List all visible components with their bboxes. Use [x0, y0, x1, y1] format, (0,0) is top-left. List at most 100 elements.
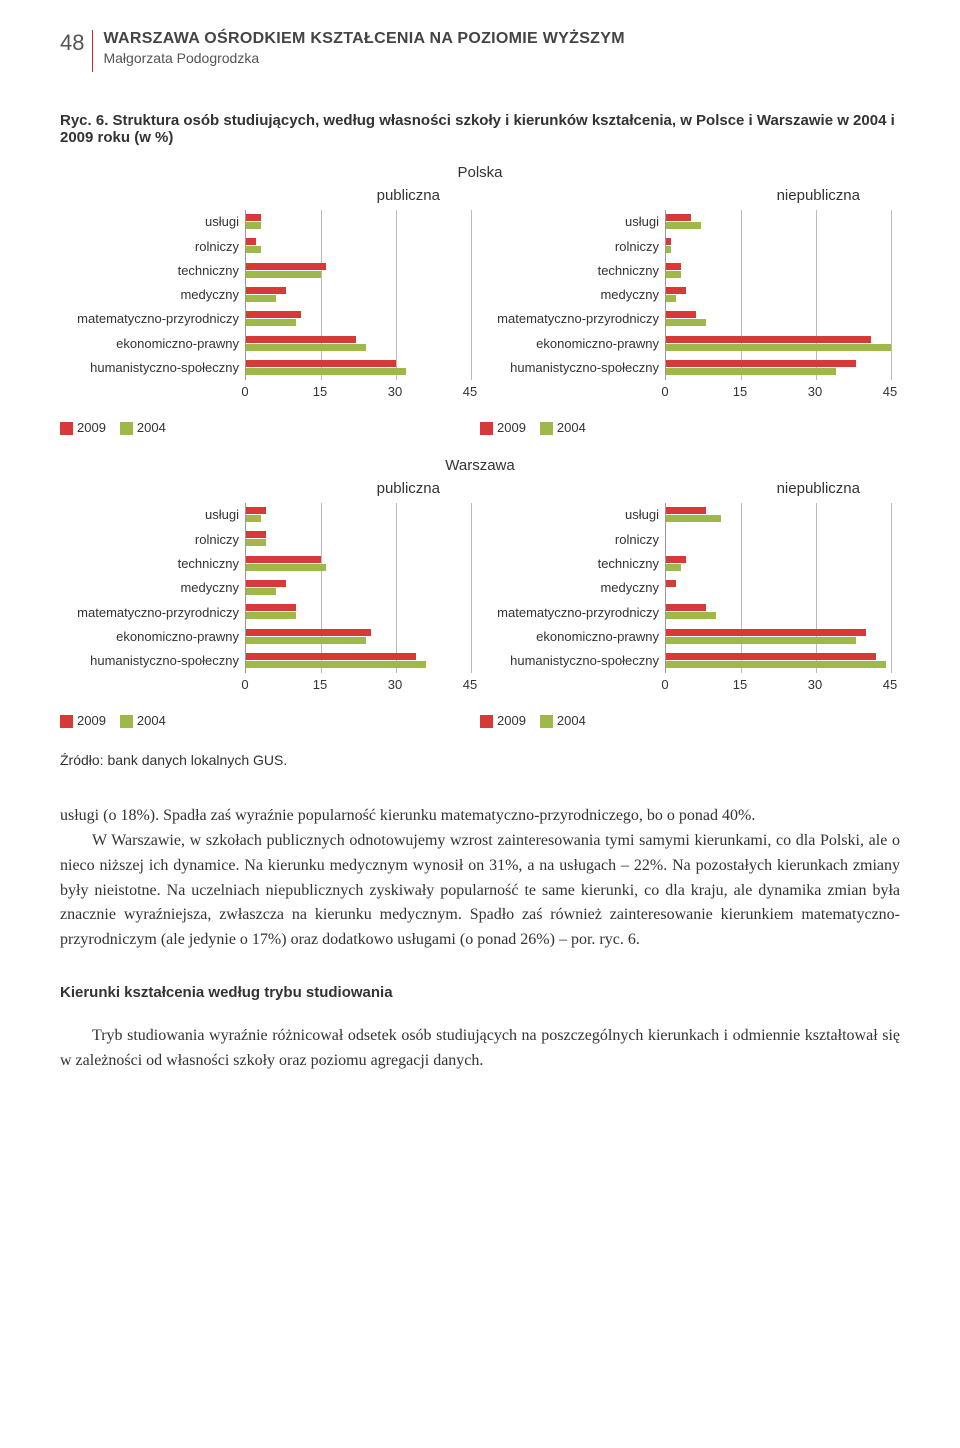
bar-2004 — [666, 319, 706, 326]
bar-2009 — [246, 629, 371, 636]
x-tick-label: 45 — [883, 384, 897, 399]
category-label: usługi — [480, 215, 659, 229]
bar-2004 — [246, 246, 261, 253]
legend-label: 2009 — [77, 713, 106, 728]
legend: 2009 2004 — [60, 713, 480, 728]
legend-swatch-2009 — [480, 715, 493, 728]
chart-title: niepubliczna — [480, 480, 900, 497]
legend-label: 2004 — [137, 420, 166, 435]
category-label: rolniczy — [480, 533, 659, 547]
bar-2004 — [666, 222, 701, 229]
legend-swatch-2009 — [60, 715, 73, 728]
bar-2004 — [246, 637, 366, 644]
bar-2009 — [246, 604, 296, 611]
bar-2004 — [666, 344, 891, 351]
legend-label: 2009 — [497, 420, 526, 435]
category-label: humanistyczno-społeczny — [60, 361, 239, 375]
bar-2004 — [246, 319, 296, 326]
legend: 2009 2004 — [480, 420, 900, 435]
author: Małgorzata Podogrodzka — [103, 50, 624, 66]
legend-swatch-2009 — [480, 422, 493, 435]
category-label: rolniczy — [60, 533, 239, 547]
bar-2009 — [246, 336, 356, 343]
chart-plot — [665, 503, 900, 673]
category-label: humanistyczno-społeczny — [480, 654, 659, 668]
header-divider — [92, 30, 93, 72]
bar-2009 — [666, 238, 671, 245]
bar-2004 — [666, 271, 681, 278]
bar-2009 — [666, 556, 686, 563]
category-label: matematyczno-przyrodniczy — [480, 312, 659, 326]
bar-2004 — [246, 612, 296, 619]
bar-2009 — [666, 336, 871, 343]
bar-2009 — [246, 653, 416, 660]
region-label-warszawa: Warszawa — [60, 457, 900, 474]
legend-swatch-2004 — [120, 422, 133, 435]
x-tick-label: 0 — [661, 384, 668, 399]
category-label: techniczny — [480, 264, 659, 278]
x-tick-label: 15 — [313, 677, 327, 692]
header-texts: WARSZAWA OŚRODKIEM KSZTAŁCENIA NA POZIOM… — [103, 30, 624, 66]
legend: 2009 2004 — [480, 713, 900, 728]
category-label: medyczny — [480, 288, 659, 302]
bar-2009 — [666, 311, 696, 318]
x-tick-label: 15 — [733, 677, 747, 692]
category-label: usługi — [60, 215, 239, 229]
bar-2004 — [666, 637, 856, 644]
bar-2004 — [666, 564, 681, 571]
legend-label: 2009 — [497, 713, 526, 728]
figure-heading: Ryc. 6. Struktura osób studiujących, wed… — [60, 112, 900, 146]
category-label: matematyczno-przyrodniczy — [60, 312, 239, 326]
bar-2009 — [666, 214, 691, 221]
bar-2009 — [666, 263, 681, 270]
figure-block: Polska publiczna usługirolniczytechniczn… — [60, 164, 900, 728]
chart-warszawa-niepubliczna: niepubliczna usługirolniczytechnicznymed… — [480, 480, 900, 728]
charts-row-polska: publiczna usługirolniczytechnicznymedycz… — [60, 187, 900, 435]
bar-2009 — [666, 507, 706, 514]
bar-2009 — [666, 580, 676, 587]
bar-2004 — [246, 222, 261, 229]
bar-2004 — [246, 344, 366, 351]
bar-2004 — [246, 564, 326, 571]
bar-2009 — [246, 214, 261, 221]
legend-label: 2004 — [137, 713, 166, 728]
category-label: rolniczy — [480, 240, 659, 254]
chart-title: niepubliczna — [480, 187, 900, 204]
legend-label: 2004 — [557, 713, 586, 728]
region-label-polska: Polska — [60, 164, 900, 181]
bar-2004 — [666, 612, 716, 619]
bar-2004 — [246, 539, 266, 546]
bar-2009 — [666, 360, 856, 367]
bar-2004 — [246, 515, 261, 522]
bar-2004 — [666, 246, 671, 253]
article-title: WARSZAWA OŚRODKIEM KSZTAŁCENIA NA POZIOM… — [103, 30, 624, 48]
category-label: techniczny — [480, 557, 659, 571]
category-label: medyczny — [60, 288, 239, 302]
x-tick-label: 45 — [463, 677, 477, 692]
paragraph: W Warszawie, w szkołach publicznych odno… — [60, 829, 900, 953]
charts-row-warszawa: publiczna usługirolniczytechnicznymedycz… — [60, 480, 900, 728]
bar-2009 — [246, 287, 286, 294]
x-tick-label: 15 — [313, 384, 327, 399]
x-tick-label: 30 — [808, 384, 822, 399]
bar-2009 — [666, 629, 866, 636]
chart-plot — [245, 210, 480, 380]
legend-swatch-2004 — [120, 715, 133, 728]
paragraph: usługi (o 18%). Spadła zaś wyraźnie popu… — [60, 804, 900, 829]
chart-plot — [665, 210, 900, 380]
bar-2009 — [246, 360, 396, 367]
figure-source: Źródło: bank danych lokalnych GUS. — [60, 752, 900, 768]
x-tick-label: 30 — [808, 677, 822, 692]
x-tick-label: 15 — [733, 384, 747, 399]
bar-2004 — [246, 271, 321, 278]
bar-2009 — [246, 580, 286, 587]
chart-title: publiczna — [60, 480, 480, 497]
bar-2004 — [246, 368, 406, 375]
x-tick-label: 0 — [661, 677, 668, 692]
bar-2004 — [246, 588, 276, 595]
chart-warszawa-publiczna: publiczna usługirolniczytechnicznymedycz… — [60, 480, 480, 728]
bar-2009 — [246, 556, 321, 563]
bar-2009 — [246, 238, 256, 245]
legend-swatch-2004 — [540, 422, 553, 435]
bar-2009 — [246, 263, 326, 270]
